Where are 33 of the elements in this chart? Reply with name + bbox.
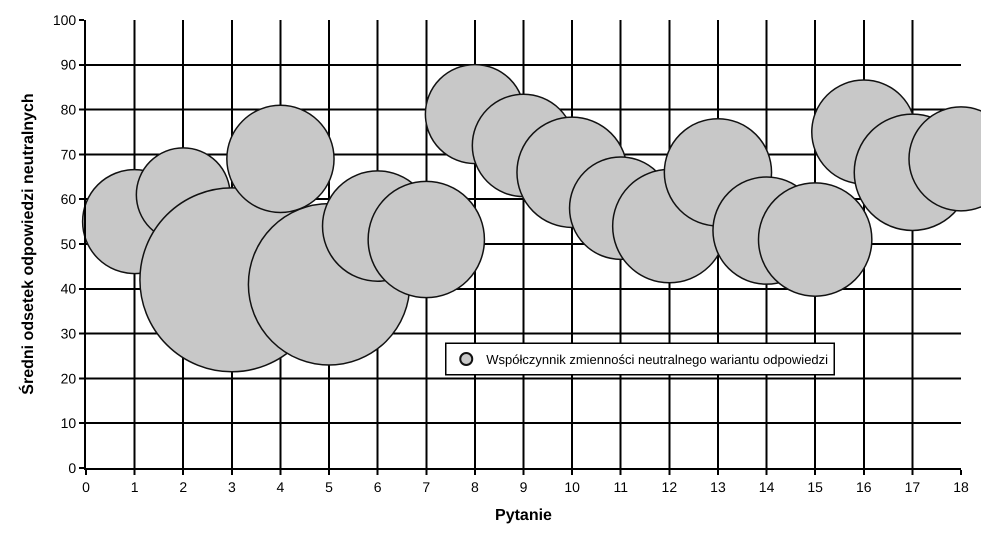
y-axis-title: Średni odsetek odpowiedzi neutralnych <box>18 93 38 395</box>
x-tick-label: 3 <box>228 478 236 495</box>
x-axis-title: Pytanie <box>495 507 552 524</box>
y-tick-label: 0 <box>68 460 76 476</box>
x-tick-label: 1 <box>130 478 139 495</box>
x-tick-label: 5 <box>325 478 334 495</box>
x-tick-label: 2 <box>179 478 188 495</box>
x-tick-label: 6 <box>374 478 382 495</box>
y-tick-label: 50 <box>60 236 76 252</box>
y-tick-label: 80 <box>60 102 76 118</box>
y-tick-label: 40 <box>60 280 76 297</box>
y-tick-label: 20 <box>60 370 76 386</box>
x-tick-label: 14 <box>758 478 775 495</box>
x-tick-label: 9 <box>520 478 528 495</box>
x-tick-label: 10 <box>564 478 580 495</box>
y-tick-label: 90 <box>60 56 76 73</box>
x-tick-label: 18 <box>953 478 969 495</box>
x-tick-label: 12 <box>662 478 678 495</box>
x-tick-label: 7 <box>422 478 430 495</box>
legend-label: Współczynnik zmienności neutralnego wariantu odpowiedzi <box>486 352 828 368</box>
x-tick-label: 15 <box>807 478 824 495</box>
y-tick-label: 100 <box>52 12 76 28</box>
x-tick-label: 17 <box>904 478 920 495</box>
x-tick-label: 4 <box>276 478 285 495</box>
x-tick-label: 11 <box>613 478 628 495</box>
y-tick-label: 30 <box>60 326 76 342</box>
x-tick-label: 16 <box>856 478 872 495</box>
x-tick-label: 8 <box>470 478 479 495</box>
y-tick-label: 10 <box>60 415 76 432</box>
y-tick-label: 70 <box>60 146 76 162</box>
x-tick-label: 13 <box>710 478 726 495</box>
x-tick-label: 0 <box>82 478 90 495</box>
y-tick-label: 60 <box>60 191 76 208</box>
